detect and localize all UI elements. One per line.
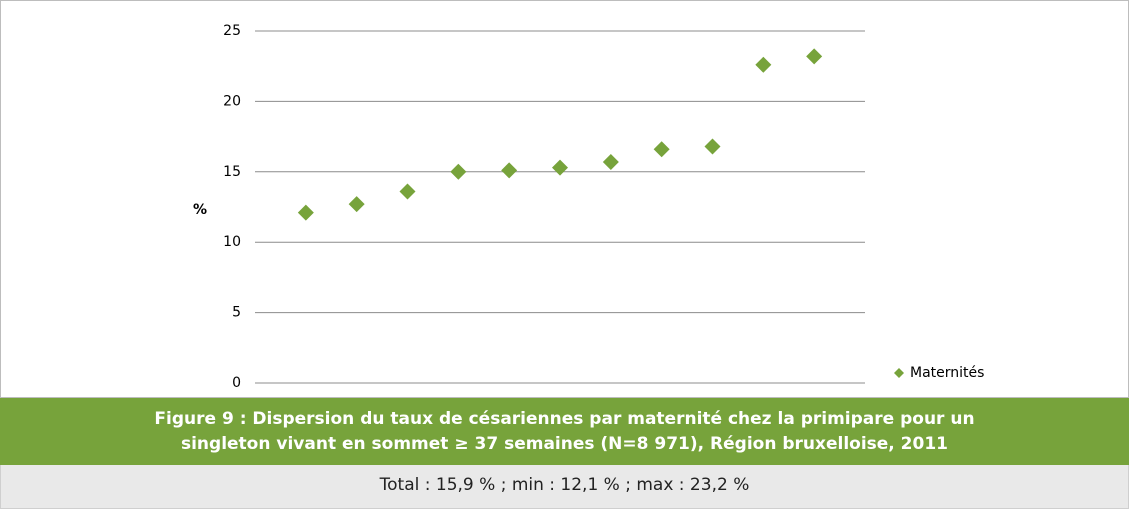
data-point [552,159,568,176]
y-tick-label: 20 [223,93,241,109]
data-point [501,162,518,179]
caption: Figure 9 : Dispersion du taux de césarie… [0,398,1129,465]
y-axis-label: % [193,202,207,218]
chart: % 0 5 10 15 20 25 Maternités [0,0,1129,398]
y-tick-label: 0 [232,375,241,391]
data-point [450,163,467,180]
data-point [602,153,619,170]
y-tick-label: 25 [223,23,241,39]
legend-label: Maternités [910,365,984,381]
data-point [399,183,416,200]
legend-marker [894,368,904,378]
data-point [755,56,772,73]
caption-title: Figure 9 : Dispersion du taux de césarie… [154,408,975,454]
y-tick-label: 5 [232,305,241,321]
y-tick-label: 15 [223,164,241,180]
data-point [297,204,314,221]
data-point [806,48,823,65]
caption-note: Total : 15,9 % ; min : 12,1 % ; max : 23… [0,465,1129,509]
chart-border [0,0,1129,398]
y-tick-label: 10 [223,234,241,250]
data-point [653,141,670,158]
data-point [704,138,721,155]
data-point [348,196,365,213]
